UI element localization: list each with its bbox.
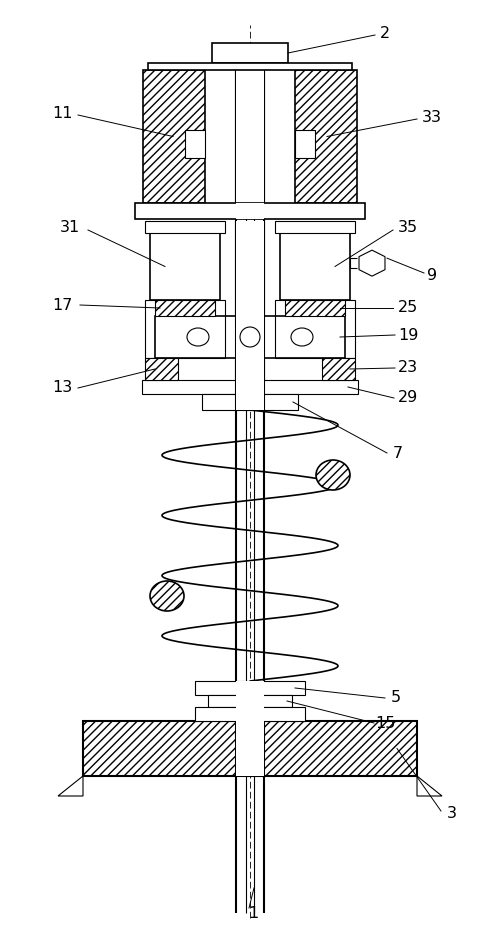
Bar bbox=[148, 63, 352, 70]
Bar bbox=[236, 300, 264, 316]
Bar bbox=[185, 130, 205, 157]
Bar bbox=[83, 721, 417, 776]
Circle shape bbox=[240, 327, 260, 347]
Bar bbox=[155, 316, 345, 358]
Bar bbox=[236, 358, 264, 394]
Bar bbox=[208, 695, 292, 707]
Text: 33: 33 bbox=[422, 109, 442, 124]
Bar bbox=[236, 707, 264, 776]
Bar bbox=[285, 300, 345, 316]
Bar bbox=[322, 358, 355, 380]
Text: 17: 17 bbox=[52, 297, 72, 312]
Bar bbox=[195, 707, 305, 721]
Text: 3: 3 bbox=[447, 805, 457, 820]
Polygon shape bbox=[359, 250, 385, 276]
Bar bbox=[295, 70, 357, 203]
Text: 11: 11 bbox=[52, 106, 72, 121]
Bar bbox=[236, 394, 264, 410]
Text: 2: 2 bbox=[380, 25, 390, 41]
Bar bbox=[275, 221, 355, 233]
Text: 5: 5 bbox=[391, 690, 401, 705]
Text: 13: 13 bbox=[52, 380, 72, 395]
Text: 23: 23 bbox=[398, 360, 418, 375]
Ellipse shape bbox=[316, 460, 350, 490]
Bar bbox=[212, 43, 288, 63]
Text: 15: 15 bbox=[375, 716, 395, 731]
Ellipse shape bbox=[291, 328, 313, 346]
Bar bbox=[143, 70, 205, 203]
Text: 19: 19 bbox=[398, 327, 418, 342]
Bar bbox=[236, 203, 264, 219]
Text: 31: 31 bbox=[60, 221, 80, 236]
Bar bbox=[145, 358, 178, 380]
Bar bbox=[150, 233, 220, 300]
Bar bbox=[236, 221, 264, 300]
Bar bbox=[135, 203, 365, 219]
Bar bbox=[275, 300, 355, 358]
Bar bbox=[155, 300, 215, 316]
Text: 25: 25 bbox=[398, 301, 418, 316]
Text: 1: 1 bbox=[248, 905, 258, 920]
Bar bbox=[236, 316, 264, 358]
Bar bbox=[142, 380, 358, 394]
Bar bbox=[202, 394, 298, 410]
Bar bbox=[280, 233, 350, 300]
Bar bbox=[145, 221, 225, 233]
Text: 7: 7 bbox=[393, 445, 403, 460]
Bar bbox=[145, 300, 225, 358]
Text: 9: 9 bbox=[427, 268, 437, 283]
Ellipse shape bbox=[150, 581, 184, 611]
Bar bbox=[236, 70, 264, 203]
Text: 35: 35 bbox=[398, 221, 418, 236]
Bar bbox=[236, 681, 264, 707]
Ellipse shape bbox=[187, 328, 209, 346]
Bar bbox=[295, 130, 315, 157]
Text: 29: 29 bbox=[398, 390, 418, 405]
Bar bbox=[195, 681, 305, 695]
